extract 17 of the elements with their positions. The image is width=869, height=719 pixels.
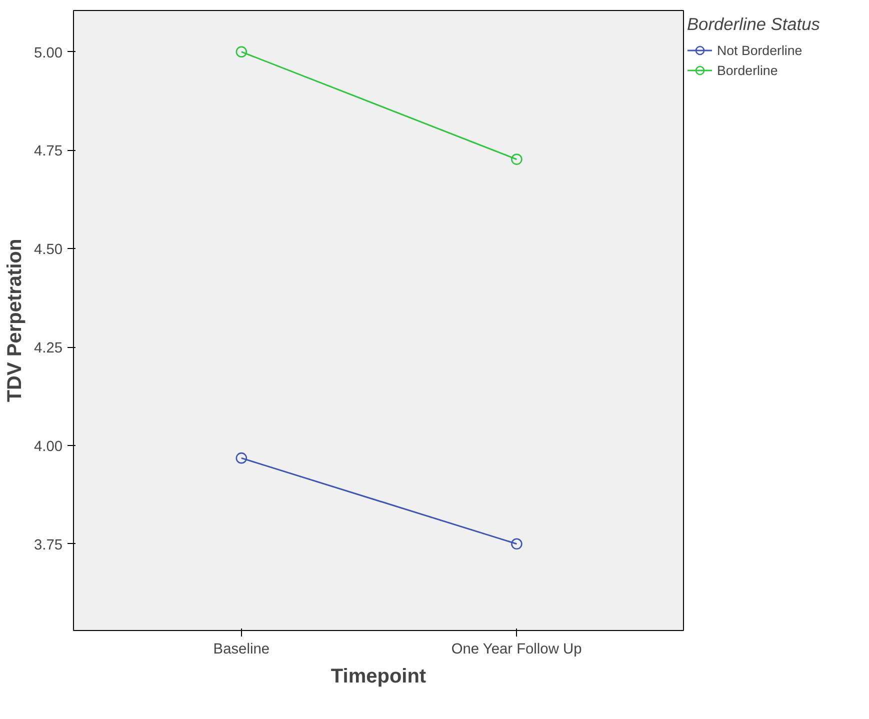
y-tick-label: 4.50 (34, 242, 63, 258)
point (511, 154, 522, 165)
x-tick-label: One Year Follow Up (451, 642, 582, 658)
y-tick-label: 4.75 (34, 144, 63, 160)
y-tick-label: 4.00 (34, 438, 63, 455)
y-tick-label: 4.25 (34, 340, 63, 357)
legend-label: Borderline (717, 62, 778, 78)
point (236, 452, 248, 464)
x-tick-label: Baseline (213, 642, 270, 658)
y-tick-label: 5.00 (34, 45, 63, 62)
x-axis-title: Timepoint (330, 666, 426, 688)
point (511, 538, 522, 550)
legend-label: Not Borderline (717, 42, 802, 58)
point (236, 46, 248, 58)
y-tick-label: 3.75 (34, 537, 63, 554)
legend-title: Borderline Status (687, 14, 820, 35)
y-axis-title: TDV Perpetration (4, 238, 26, 402)
